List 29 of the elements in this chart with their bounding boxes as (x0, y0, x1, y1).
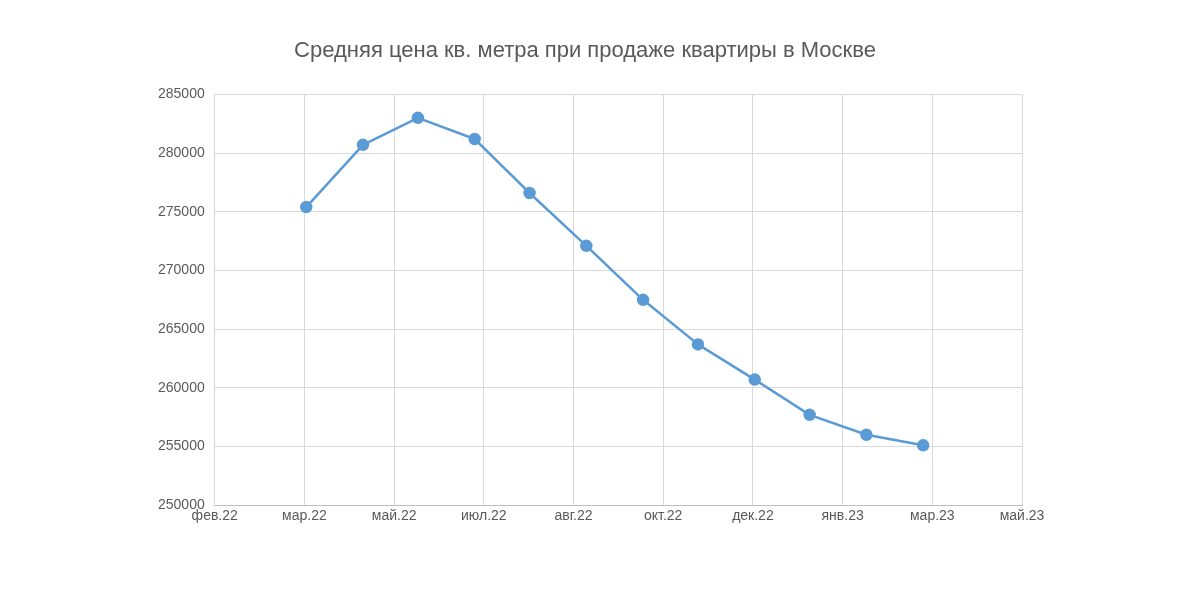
point (411, 111, 425, 125)
y-tick-label: 260000 (158, 378, 205, 395)
y-tick-label: 280000 (158, 143, 205, 160)
y-tick-label: 275000 (158, 202, 205, 219)
point (523, 186, 536, 200)
point (803, 408, 816, 422)
point (916, 439, 930, 452)
point (860, 428, 873, 442)
point (691, 338, 705, 351)
point (356, 138, 370, 152)
x-tick-label: авг.22 (554, 507, 593, 524)
x-tick-label: мар.22 (282, 507, 327, 524)
point (748, 373, 761, 386)
y-tick-label: 265000 (158, 320, 205, 336)
point (580, 239, 593, 253)
chart-title: Средняя цена кв. метра при продаже квартиры в Москве (294, 37, 876, 63)
y-tick-label: 270000 (158, 261, 205, 278)
x-tick-label: май.23 (999, 507, 1045, 524)
point (468, 132, 481, 146)
x-tick-label: дек.22 (732, 507, 774, 524)
x-tick-label: июл.22 (460, 507, 507, 524)
point (636, 293, 650, 307)
x-tick-label: май.22 (371, 507, 417, 524)
y-tick-label: 255000 (158, 437, 205, 454)
x-tick-label: янв.23 (821, 507, 864, 524)
y-tick-label: 285000 (158, 85, 205, 102)
point (300, 200, 313, 214)
x-tick-label: мар.23 (909, 507, 955, 524)
x-tick-label: окт.22 (644, 507, 683, 524)
